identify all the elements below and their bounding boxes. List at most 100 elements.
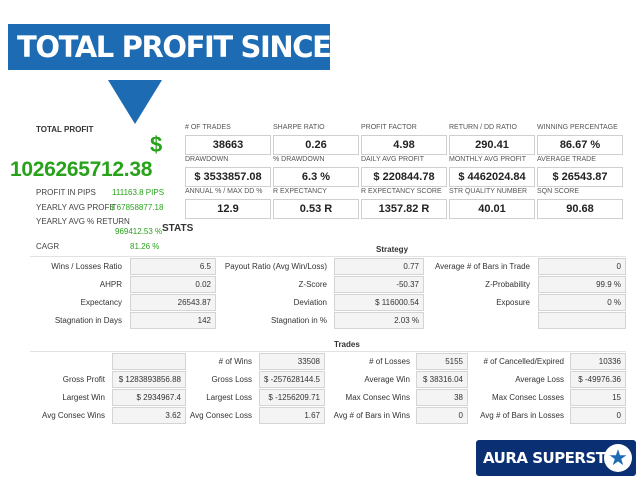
metric-label: MONTHLY AVG PROFIT bbox=[449, 156, 527, 163]
trades-title: Trades bbox=[334, 340, 360, 349]
row-value: $ -1256209.71 bbox=[259, 389, 325, 406]
row-label: AHPR bbox=[99, 280, 122, 289]
row-label: Gross Loss bbox=[211, 375, 252, 384]
row-value: 5155 bbox=[416, 353, 468, 370]
table-row: Stagnation in Days 142 Stagnation in % 2.03… bbox=[30, 312, 626, 329]
row-label: Largest Loss bbox=[206, 393, 252, 402]
metric-cell: WINNING PERCENTAGE 86.67 % bbox=[537, 123, 623, 155]
row-value: -50.37 bbox=[334, 276, 424, 293]
metric-cell: ANNUAL % / MAX DD % 12.9 bbox=[185, 187, 271, 219]
row-label: Z-Score bbox=[298, 280, 327, 289]
row-value: 0 bbox=[570, 407, 626, 424]
row-value: 10336 bbox=[570, 353, 626, 370]
row-value: 0 bbox=[416, 407, 468, 424]
strategy-title: Strategy bbox=[376, 245, 409, 254]
row-value: $ -257628144.5 bbox=[259, 371, 325, 388]
metric-value: 90.68 bbox=[537, 199, 623, 219]
aura-superstar-logo: AURA SUPERSTAR ★ bbox=[476, 440, 636, 476]
table-row: Wins / Losses Ratio 6.5 Payout Ratio (Avg … bbox=[30, 258, 626, 275]
row-label: Stagnation in Days bbox=[54, 316, 122, 325]
metric-label: % DRAWDOWN bbox=[273, 156, 325, 163]
row-label: Z-Probability bbox=[485, 280, 530, 289]
row-label: Largest Win bbox=[62, 393, 105, 402]
row-value: 3.62 bbox=[112, 407, 186, 424]
row-label: # of Wins bbox=[218, 357, 252, 366]
metric-cell: MONTHLY AVG PROFIT $ 4462024.84 bbox=[449, 155, 535, 187]
row-value: $ 2934967.4 bbox=[112, 389, 186, 406]
metric-label: R EXPECTANCY bbox=[273, 188, 327, 195]
metric-cell: SHARPE RATIO 0.26 bbox=[273, 123, 359, 155]
metric-label: SQN SCORE bbox=[537, 188, 580, 195]
metric-label: STR QUALITY NUMBER bbox=[449, 188, 528, 195]
row-value: 0.02 bbox=[130, 276, 216, 293]
metric-label: PROFIT FACTOR bbox=[361, 124, 417, 131]
row-value: 33508 bbox=[259, 353, 325, 370]
metric-value: 6.3 % bbox=[273, 167, 359, 187]
row-value: 0.77 bbox=[334, 258, 424, 275]
table-row: Largest Win $ 2934967.4 Largest Loss $ -125… bbox=[30, 389, 626, 406]
metric-label: R EXPECTANCY SCORE bbox=[361, 188, 442, 195]
metric-cell: R EXPECTANCY 0.53 R bbox=[273, 187, 359, 219]
metric-cell: DAILY AVG PROFIT $ 220844.78 bbox=[361, 155, 447, 187]
row-label: # of Cancelled/Expired bbox=[483, 357, 565, 366]
row-value: 0 bbox=[538, 258, 626, 275]
row-label: Average Win bbox=[364, 375, 410, 384]
row-value: $ 1283893856.88 bbox=[112, 371, 186, 388]
total-profit-value: 1026265712.38 bbox=[10, 158, 153, 181]
metric-cell: % DRAWDOWN 6.3 % bbox=[273, 155, 359, 187]
metric-value: 12.9 bbox=[185, 199, 271, 219]
row-label: Deviation bbox=[293, 298, 327, 307]
metric-value: 0.26 bbox=[273, 135, 359, 155]
row-value: 15 bbox=[570, 389, 626, 406]
metric-value: 0.53 R bbox=[273, 199, 359, 219]
row-label: Avg # of Bars in Wins bbox=[333, 411, 410, 420]
row-value: $ -49976.36 bbox=[570, 371, 626, 388]
metric-cell: R EXPECTANCY SCORE 1357.82 R bbox=[361, 187, 447, 219]
metric-label: SHARPE RATIO bbox=[273, 124, 325, 131]
metric-cell: STR QUALITY NUMBER 40.01 bbox=[449, 187, 535, 219]
metric-value: 4.98 bbox=[361, 135, 447, 155]
row-label: Average Loss bbox=[515, 375, 564, 384]
metric-cell: DRAWDOWN $ 3533857.08 bbox=[185, 155, 271, 187]
metric-cell: SQN SCORE 90.68 bbox=[537, 187, 623, 219]
yearly-avg-profit-label: YEARLY AVG PROFIT bbox=[36, 203, 117, 212]
row-label: Avg Consec Loss bbox=[189, 411, 252, 420]
metric-cell: PROFIT FACTOR 4.98 bbox=[361, 123, 447, 155]
metric-value: 290.41 bbox=[449, 135, 535, 155]
row-value: 2.03 % bbox=[334, 312, 424, 329]
row-value bbox=[112, 353, 186, 370]
table-row: Gross Profit $ 1283893856.88 Gross Loss $ -… bbox=[30, 371, 626, 388]
row-label: Gross Profit bbox=[62, 375, 105, 384]
profit-in-pips-label: PROFIT IN PIPS bbox=[36, 188, 96, 197]
cagr-label: CAGR bbox=[36, 242, 60, 251]
metric-label: # OF TRADES bbox=[185, 124, 231, 131]
table-row: Expectancy 26543.87 Deviation $ 116000.54 Ex… bbox=[30, 294, 626, 311]
banner-title: TOTAL PROFIT SINCE 2003 bbox=[8, 24, 330, 70]
row-value: 0 % bbox=[538, 294, 626, 311]
row-label: # of Losses bbox=[369, 357, 410, 366]
metric-value: $ 3533857.08 bbox=[185, 167, 271, 187]
currency-symbol: $ bbox=[150, 132, 163, 157]
metric-value: 1357.82 R bbox=[361, 199, 447, 219]
cagr-value: 81.26 % bbox=[130, 242, 160, 251]
divider bbox=[30, 351, 626, 352]
row-label: Max Consec Wins bbox=[345, 393, 410, 402]
row-value: 6.5 bbox=[130, 258, 216, 275]
star-icon: ★ bbox=[604, 444, 632, 472]
row-value: $ 38316.04 bbox=[416, 371, 468, 388]
row-value: 38 bbox=[416, 389, 468, 406]
total-profit-label: TOTAL PROFIT bbox=[36, 125, 94, 134]
down-arrow-icon bbox=[108, 80, 162, 124]
metric-value: $ 220844.78 bbox=[361, 167, 447, 187]
metric-label: DAILY AVG PROFIT bbox=[361, 156, 425, 163]
metric-cell: # OF TRADES 38663 bbox=[185, 123, 271, 155]
metric-label: ANNUAL % / MAX DD % bbox=[185, 188, 263, 195]
metric-value: $ 4462024.84 bbox=[449, 167, 535, 187]
row-label: Max Consec Losses bbox=[491, 393, 564, 402]
metric-label: RETURN / DD RATIO bbox=[449, 124, 517, 131]
metric-value: 86.67 % bbox=[537, 135, 623, 155]
metric-label: AVERAGE TRADE bbox=[537, 156, 596, 163]
row-value: $ 116000.54 bbox=[334, 294, 424, 311]
metric-label: DRAWDOWN bbox=[185, 156, 229, 163]
yearly-avg-profit-value: $ 67858877.18 bbox=[110, 203, 164, 212]
